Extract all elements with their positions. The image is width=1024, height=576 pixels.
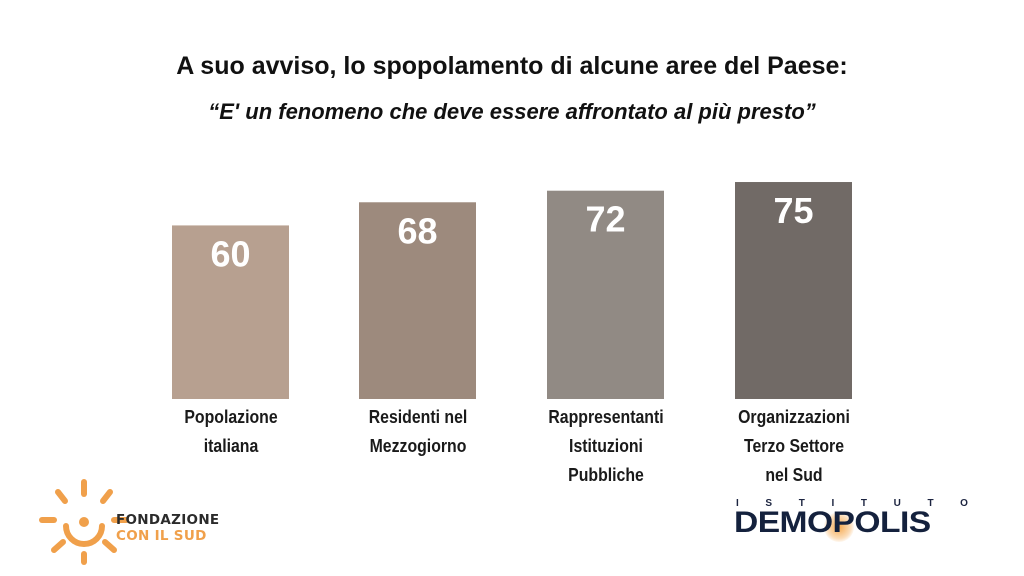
category-label-line: Residenti nel (368, 407, 467, 427)
chart-title: A suo avviso, lo spopolamento di alcune … (176, 52, 848, 80)
fondazione-logo-text: FONDAZIONE CON IL SUD (116, 512, 219, 544)
istituto-letter: T (927, 498, 934, 509)
category-label-line: Rappresentanti (547, 407, 664, 427)
category-label-3: Rappresentanti Istituzioni Pubbliche (531, 403, 681, 490)
istituto-letter: O (960, 498, 968, 509)
fondazione-line2: CON IL SUD (116, 528, 207, 544)
bar-2 (359, 202, 476, 399)
fondazione-sun-icon (39, 479, 129, 565)
istituto-letter: T (798, 498, 805, 509)
category-label-line: Pubbliche (567, 465, 644, 485)
istituto-letter: T (860, 498, 867, 509)
fondazione-line1: FONDAZIONE (116, 512, 220, 528)
category-label-line: Istituzioni (568, 436, 643, 456)
bar-value-label-1: 60 (210, 233, 250, 274)
category-label-line: italiana (203, 436, 258, 456)
istituto-letter: U (893, 498, 901, 509)
category-label-2: Residenti nel Mezzogiorno (343, 403, 493, 461)
category-label-line: Organizzazioni (737, 407, 850, 427)
category-label-line: Popolazione (183, 407, 278, 427)
bar-value-label-2: 68 (397, 210, 437, 251)
bar-3 (547, 190, 664, 399)
demopolis-logo-text: DEMOPOLIS (734, 506, 931, 539)
demopolis-glow-icon (824, 512, 854, 542)
category-label-line: Terzo Settore (743, 436, 844, 456)
bar-value-label-4: 75 (773, 190, 813, 231)
bar-value-label-3: 72 (585, 199, 625, 240)
istituto-letter: S (765, 498, 773, 509)
category-label-1: Popolazione italiana (156, 403, 306, 461)
category-label-line: nel Sud (764, 465, 823, 485)
category-label-4: Organizzazioni Terzo Settore nel Sud (719, 403, 869, 490)
istituto-letter: I (736, 498, 739, 509)
istituto-letter: I (831, 498, 835, 509)
bar-1 (172, 225, 289, 399)
category-label-line: Mezzogiorno (369, 436, 466, 456)
chart-subtitle: “E' un fenomeno che deve essere affronta… (208, 99, 816, 124)
bar-4 (735, 182, 852, 399)
